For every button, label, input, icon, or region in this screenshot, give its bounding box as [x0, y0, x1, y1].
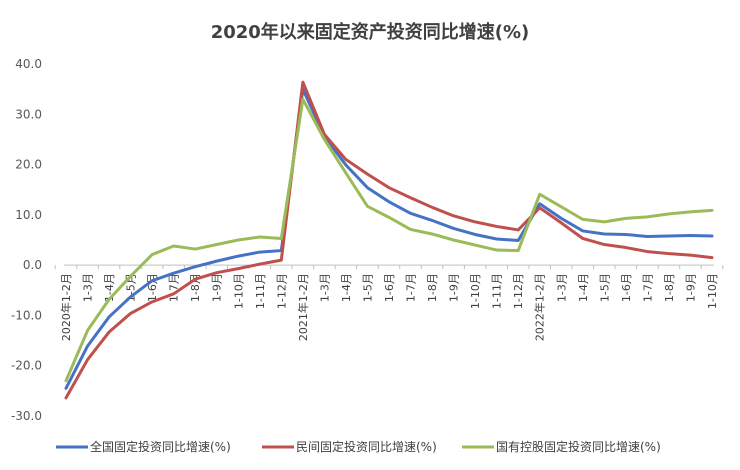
x-tick-label: 1-8月 — [663, 273, 676, 302]
x-tick-label: 1-5月 — [598, 273, 611, 302]
y-axis: 40.0 30.0 20.0 10.0 0.0 -10.0 -20.0 -30.0 — [11, 57, 42, 423]
x-tick-label: 1-10月 — [469, 273, 482, 309]
y-tick-label: 10.0 — [15, 208, 42, 222]
legend-label: 民间固定投资同比增速(%) — [296, 439, 437, 454]
series-lines — [64, 80, 714, 400]
x-tick-label: 1-12月 — [512, 273, 525, 309]
y-tick-label: -30.0 — [11, 409, 42, 423]
legend: 全国固定投资同比增速(%) 民间固定投资同比增速(%) 国有控股固定投资同比增速(%… — [56, 439, 661, 454]
legend-label: 全国固定投资同比增速(%) — [90, 439, 231, 454]
legend-label: 国有控股固定投资同比增速(%) — [496, 439, 661, 454]
x-tick-label: 2020年1-2月 — [59, 273, 73, 341]
series-line-1 — [64, 87, 714, 390]
y-tick-label: -10.0 — [11, 308, 42, 322]
x-tick-label: 1-7月 — [641, 273, 654, 302]
x-tick-label: 1-10月 — [706, 273, 719, 309]
x-tick-label: 2022年1-2月 — [533, 273, 547, 341]
y-tick-label: 20.0 — [15, 158, 42, 172]
x-tick-label: 1-3月 — [555, 273, 568, 302]
x-tick-label: 1-9月 — [211, 273, 224, 302]
y-tick-label: 0.0 — [23, 258, 42, 272]
x-tick-label: 1-7月 — [405, 273, 418, 302]
series-line-3 — [64, 97, 714, 383]
x-tick-label: 1-4月 — [340, 273, 353, 302]
x-tick-label: 1-6月 — [383, 273, 396, 302]
x-tick-label: 1-12月 — [275, 273, 288, 309]
y-tick-label: 40.0 — [15, 57, 42, 71]
x-tick-label: 1-9月 — [684, 273, 697, 302]
x-tick-label: 1-8月 — [426, 273, 439, 302]
series-line-2 — [64, 80, 714, 400]
x-axis-ticks — [54, 265, 724, 270]
x-tick-label: 1-10月 — [232, 273, 245, 309]
x-tick-label: 1-11月 — [491, 273, 504, 309]
x-tick-label: 1-9月 — [448, 273, 461, 302]
x-tick-label: 1-11月 — [254, 273, 267, 309]
chart-title: 2020年以来固定资产投资同比增速(%) — [211, 21, 530, 43]
x-tick-label: 1-5月 — [361, 273, 374, 302]
x-tick-label: 1-3月 — [318, 273, 331, 302]
x-tick-label: 1-6月 — [620, 273, 633, 302]
x-tick-label: 1-3月 — [82, 273, 95, 302]
x-tick-label: 1-4月 — [577, 273, 590, 302]
x-axis: 2020年1-2月 1-3月 1-4月 1-5月 1-6月 1-7月 1-8月 1-9月 1-1… — [59, 273, 719, 341]
x-tick-label: 1-7月 — [168, 273, 181, 302]
x-tick-label: 2021年1-2月 — [296, 273, 310, 341]
y-tick-label: 30.0 — [15, 107, 42, 121]
y-tick-label: -20.0 — [11, 359, 42, 373]
